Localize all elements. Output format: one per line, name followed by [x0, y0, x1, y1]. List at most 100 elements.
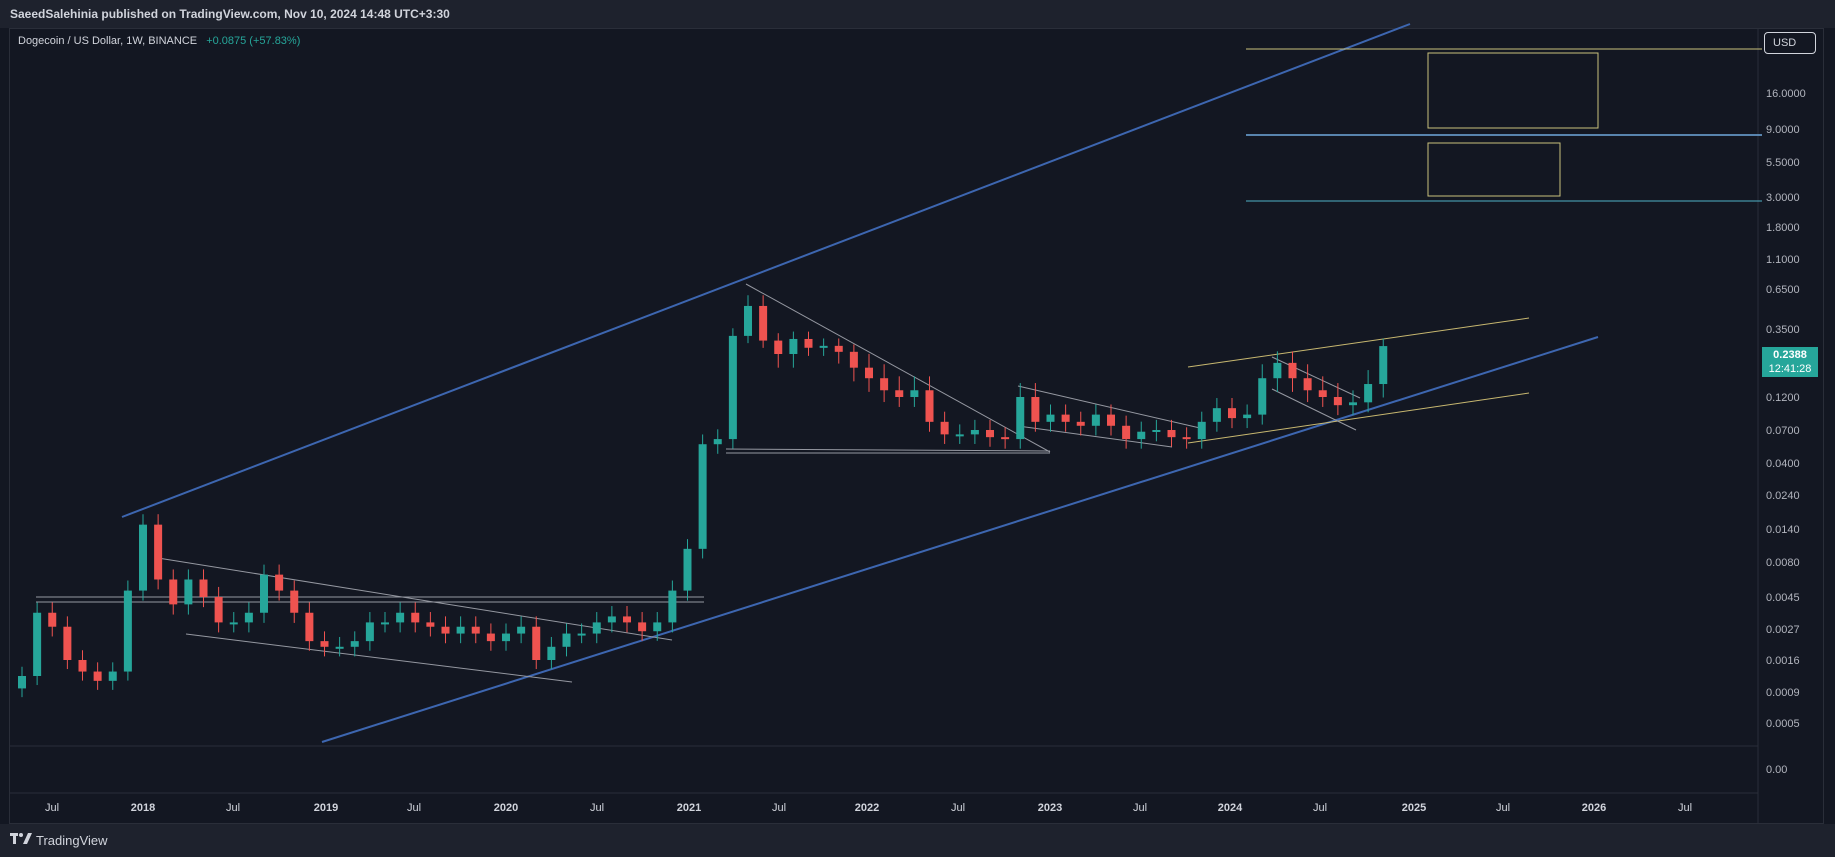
x-tick-label: Jul [1678, 802, 1692, 814]
candle-body [623, 616, 631, 623]
candle-body [123, 590, 132, 672]
x-tick-label: 2019 [314, 802, 338, 814]
triangle-2021-base [725, 448, 1051, 452]
candle-body [1379, 346, 1388, 385]
candle-body [18, 676, 26, 689]
y-tick-label: 0.1200 [1766, 392, 1800, 404]
y-tick-label: 9.0000 [1766, 124, 1800, 136]
candle-body [1031, 397, 1040, 422]
candle-body [1061, 414, 1070, 422]
last-price-label: 0.2388 12:41:28 [1762, 347, 1818, 377]
x-tick-label: Jul [772, 802, 786, 814]
y-tick-label: 0.00 [1766, 764, 1787, 776]
candle-body [305, 612, 314, 642]
tradingview-logo-icon [10, 833, 32, 848]
candle-body [260, 574, 268, 613]
candle-body [789, 338, 798, 354]
chart-frame [9, 28, 1824, 824]
candle-body [139, 524, 147, 591]
x-tick-label: 2018 [131, 802, 155, 814]
candle-body [940, 421, 949, 435]
candle-body [970, 430, 979, 435]
candle-body [169, 579, 178, 605]
candle-body [774, 340, 783, 354]
candle-body [1091, 414, 1100, 426]
last-price-value: 0.2388 [1773, 349, 1807, 361]
candle-body [592, 622, 601, 634]
candle-body [804, 338, 813, 348]
candle-body [154, 524, 163, 580]
candle-body [895, 390, 904, 397]
candle-body [880, 378, 889, 391]
y-tick-label: 0.0016 [1766, 655, 1800, 667]
candle-body [471, 626, 480, 634]
y-tick-label: 0.0140 [1766, 524, 1800, 536]
candle-body [1333, 397, 1342, 406]
candle-body [1152, 430, 1161, 432]
wedge-2018-upper [157, 557, 673, 641]
candle-body [925, 390, 934, 422]
candle-body [834, 345, 843, 352]
candle-body [713, 439, 722, 445]
y-tick-label: 0.6500 [1766, 284, 1800, 296]
x-tick-label: Jul [951, 802, 965, 814]
target-box-upper [1427, 52, 1599, 129]
candle-body [1167, 430, 1176, 438]
upper-channel-line [121, 23, 1411, 518]
bar-countdown: 12:41:28 [1768, 363, 1812, 375]
currency-selector[interactable]: USD [1764, 32, 1816, 54]
y-tick-label: 0.3500 [1766, 324, 1800, 336]
candle-body [562, 633, 571, 647]
candle-body [1016, 397, 1025, 440]
candle-body [199, 579, 208, 597]
candle-body [1122, 425, 1131, 440]
footer-bar: TradingView [0, 824, 1835, 857]
y-tick-label: 0.0400 [1766, 458, 1800, 470]
candle-body [93, 671, 102, 681]
candle-body [819, 345, 828, 348]
wedge-2018-lower [185, 633, 573, 683]
publish-header: SaeedSalehinia published on TradingView.… [0, 0, 1835, 28]
x-tick-label: 2025 [1402, 802, 1426, 814]
candle-body [668, 590, 677, 623]
x-tick-label: Jul [45, 802, 59, 814]
y-tick-label: 16.0000 [1766, 88, 1806, 100]
flag-2024-lower [1271, 388, 1357, 431]
candle-body [607, 616, 616, 623]
symbol-title: Dogecoin / US Dollar, 1W, BINANCE [18, 35, 198, 47]
candle-body [955, 434, 964, 437]
x-tick-label: Jul [590, 802, 604, 814]
target-box-lower [1427, 142, 1561, 197]
candle-body [638, 622, 647, 632]
x-tick-label: 2021 [677, 802, 701, 814]
rising-wedge-upper [1187, 317, 1530, 368]
flag-2024-upper [1271, 356, 1361, 399]
x-tick-label: 2024 [1218, 802, 1243, 814]
x-tick-label: Jul [407, 802, 421, 814]
candle-body [214, 597, 223, 623]
candle-body [532, 626, 541, 660]
wedge-2023-upper [1017, 385, 1201, 429]
candle-body [577, 633, 586, 636]
rising-wedge-lower [1187, 392, 1530, 444]
wedge-2023-lower [1017, 425, 1173, 448]
candle-body [1288, 362, 1297, 379]
symbol-change: +0.0875 (+57.83%) [206, 35, 301, 47]
candle-body [411, 612, 420, 623]
candle-body [986, 430, 994, 438]
candle-body [1001, 437, 1010, 440]
candle-body [1364, 384, 1373, 403]
candle-body [365, 622, 374, 642]
candle-body [1228, 408, 1236, 419]
x-tick-label: Jul [1133, 802, 1147, 814]
x-tick-label: 2020 [494, 802, 518, 814]
candle-body [502, 633, 510, 642]
candle-body [653, 622, 662, 632]
tradingview-brand[interactable]: TradingView [10, 833, 108, 848]
y-tick-label: 0.0700 [1766, 425, 1800, 437]
candle-body [1243, 414, 1252, 419]
candle-body [1273, 362, 1282, 379]
candle-body [456, 626, 465, 634]
candle-body [683, 548, 692, 591]
